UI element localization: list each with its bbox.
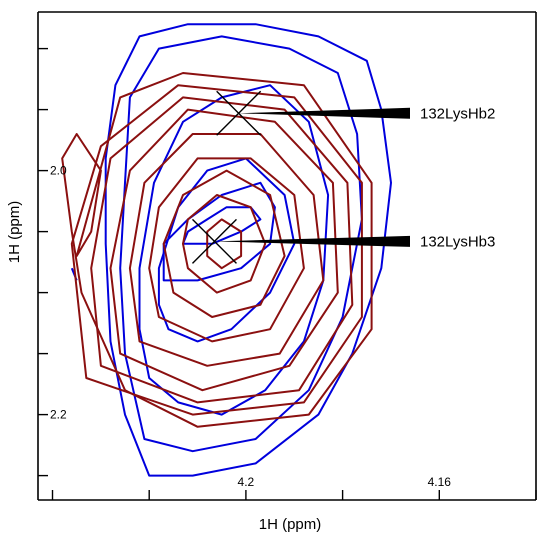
x-tick-label: 4.16	[428, 475, 452, 489]
y-tick-label: 2.2	[50, 408, 67, 422]
axes	[37, 11, 537, 501]
contour-series-1-level-4	[128, 133, 325, 367]
contour-series-0-level-1	[138, 84, 330, 416]
contour-series-0-level-0	[157, 157, 296, 343]
peak-cross-line-b	[216, 90, 262, 136]
peak-1: 132LysHb2	[216, 90, 495, 136]
peak-label: 132LysHb3	[420, 233, 495, 250]
contour-series-0-level-5	[162, 181, 276, 282]
y-axis-title: 1H (ppm)	[6, 201, 23, 264]
peak-leader	[238, 107, 410, 119]
x-axis-title: 1H (ppm)	[259, 516, 322, 533]
contour-series-1-level-8	[61, 72, 373, 428]
contour-series-1-level-5	[109, 108, 339, 392]
peak-label: 132LysHb2	[420, 105, 495, 122]
peak-cross-line-b	[191, 218, 237, 264]
peak-leader	[214, 235, 410, 247]
contour-series-1-level-6	[90, 96, 354, 404]
peak-2: 132LysHb3	[191, 218, 495, 264]
contour-series-1-level-0	[206, 218, 243, 270]
x-tick-label: 4.2	[238, 475, 255, 489]
contour-series-1-level-1	[182, 194, 267, 294]
contour-series-1-level-2	[162, 169, 286, 318]
peak-markers: 132LysHb2 132LysHb3	[191, 90, 495, 264]
y-tick-label: 2.0	[50, 164, 67, 178]
contour-series-1-level-3	[148, 157, 305, 343]
contour-series-1-level-7	[70, 84, 363, 416]
contour-series-0-level-2	[119, 35, 363, 453]
contours	[61, 23, 392, 477]
ticks: 2.0 2.2 4.2 4.16	[38, 47, 537, 500]
contour-series-0-level-3	[104, 23, 392, 477]
